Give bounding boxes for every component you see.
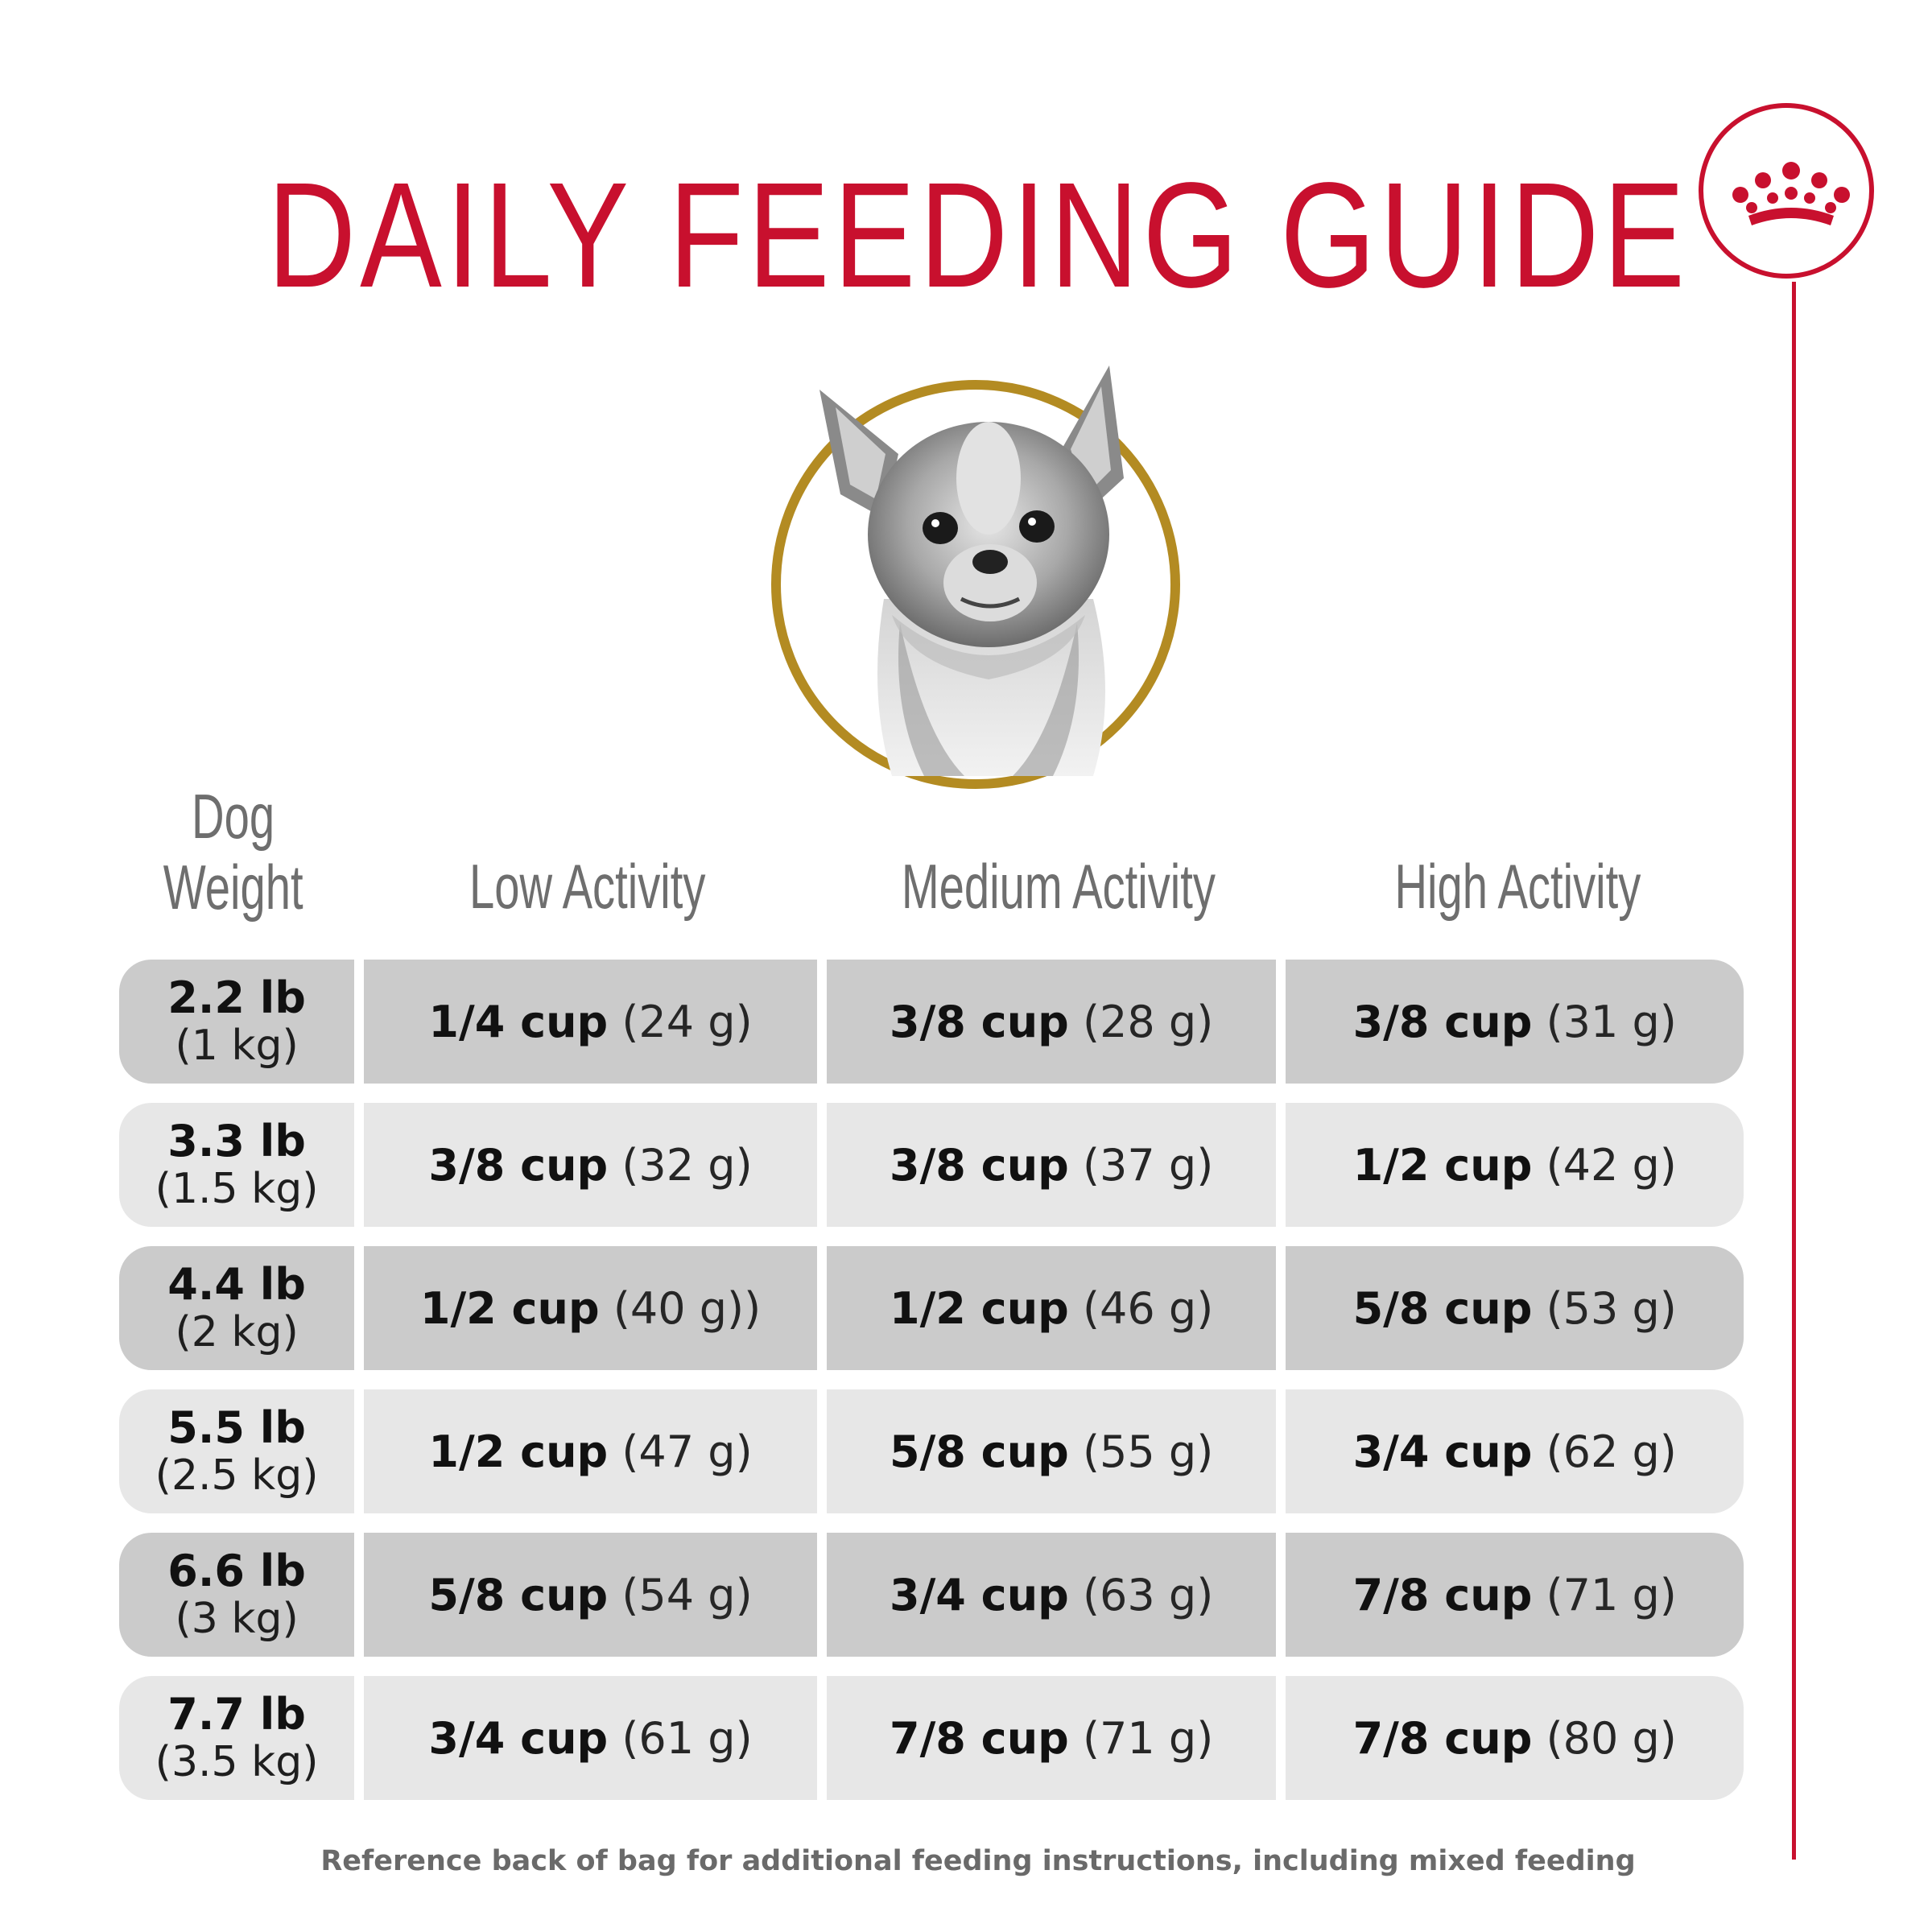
gram-amount: (46 g) xyxy=(1082,1282,1214,1334)
weight-cell: 5.5 lb (2.5 kg) xyxy=(119,1389,355,1513)
gram-amount: (80 g) xyxy=(1546,1712,1677,1764)
brand-logo xyxy=(1699,103,1874,279)
cup-amount: 3/8 cup xyxy=(1352,996,1533,1047)
low-activity-cell: 1/2 cup (40 g)) xyxy=(364,1246,817,1370)
cup-amount: 5/8 cup xyxy=(428,1569,609,1620)
cup-amount: 5/8 cup xyxy=(1352,1282,1533,1334)
table-row: 5.5 lb (2.5 kg) 1/2 cup (47 g) 5/8 cup (… xyxy=(119,1389,1744,1513)
cup-amount: 3/4 cup xyxy=(890,1569,1069,1620)
gram-amount: (42 g) xyxy=(1546,1139,1677,1191)
gram-amount: (63 g) xyxy=(1082,1569,1214,1620)
header-high-activity: High Activity xyxy=(1394,851,1641,922)
weight-kg: (1 kg) xyxy=(175,1022,299,1070)
gram-amount: (28 g) xyxy=(1082,996,1214,1047)
high-activity-cell: 7/8 cup (71 g) xyxy=(1286,1533,1744,1657)
gram-amount: (31 g) xyxy=(1546,996,1677,1047)
high-activity-cell: 5/8 cup (53 g) xyxy=(1286,1246,1744,1370)
table-row: 4.4 lb (2 kg) 1/2 cup (40 g)) 1/2 cup (4… xyxy=(119,1246,1744,1370)
gram-amount: (32 g) xyxy=(621,1139,753,1191)
gram-amount: (71 g) xyxy=(1546,1569,1677,1620)
high-activity-cell: 1/2 cup (42 g) xyxy=(1286,1103,1744,1227)
cup-amount: 3/8 cup xyxy=(428,1139,609,1191)
feeding-table: 2.2 lb (1 kg) 1/4 cup (24 g) 3/8 cup (28… xyxy=(119,960,1744,1800)
weight-cell: 7.7 lb (3.5 kg) xyxy=(119,1676,355,1800)
medium-activity-cell: 3/4 cup (63 g) xyxy=(826,1533,1277,1657)
header-medium-activity: Medium Activity xyxy=(901,851,1216,922)
chihuahua-portrait xyxy=(771,365,1180,789)
weight-kg: (3.5 kg) xyxy=(155,1738,319,1786)
cup-amount: 1/2 cup xyxy=(1352,1139,1533,1191)
gram-amount: (71 g) xyxy=(1082,1712,1214,1764)
weight-lb: 4.4 lb xyxy=(167,1259,306,1310)
weight-lb: 7.7 lb xyxy=(167,1689,306,1740)
medium-activity-cell: 3/8 cup (28 g) xyxy=(826,960,1277,1084)
cup-amount: 3/8 cup xyxy=(890,1139,1069,1191)
weight-lb: 5.5 lb xyxy=(167,1402,306,1453)
weight-cell: 6.6 lb (3 kg) xyxy=(119,1533,355,1657)
medium-activity-cell: 1/2 cup (46 g) xyxy=(826,1246,1277,1370)
high-activity-cell: 3/4 cup (62 g) xyxy=(1286,1389,1744,1513)
gram-amount: (37 g) xyxy=(1082,1139,1214,1191)
cup-amount: 1/2 cup xyxy=(890,1282,1069,1334)
crown-icon xyxy=(1732,162,1850,225)
cup-amount: 3/8 cup xyxy=(890,996,1069,1047)
page-title: DAILY FEEDING GUIDE xyxy=(267,152,1689,319)
weight-lb: 2.2 lb xyxy=(167,972,306,1023)
gram-amount: (24 g) xyxy=(621,996,753,1047)
weight-lb: 6.6 lb xyxy=(167,1546,306,1596)
medium-activity-cell: 7/8 cup (71 g) xyxy=(826,1676,1277,1800)
cup-amount: 3/4 cup xyxy=(1352,1426,1533,1477)
weight-kg: (2.5 kg) xyxy=(155,1451,319,1500)
medium-activity-cell: 3/8 cup (37 g) xyxy=(826,1103,1277,1227)
high-activity-cell: 7/8 cup (80 g) xyxy=(1286,1676,1744,1800)
dog-illustration xyxy=(819,365,1124,776)
high-activity-cell: 3/8 cup (31 g) xyxy=(1286,960,1744,1084)
gram-amount: (62 g) xyxy=(1546,1426,1677,1477)
header-low-activity: Low Activity xyxy=(469,851,706,922)
cup-amount: 7/8 cup xyxy=(890,1712,1069,1764)
gram-amount: (55 g) xyxy=(1082,1426,1214,1477)
cup-amount: 1/2 cup xyxy=(428,1426,609,1477)
table-row: 2.2 lb (1 kg) 1/4 cup (24 g) 3/8 cup (28… xyxy=(119,960,1744,1084)
weight-cell: 4.4 lb (2 kg) xyxy=(119,1246,355,1370)
header-dog-weight-line1: Dog xyxy=(192,781,275,852)
low-activity-cell: 1/2 cup (47 g) xyxy=(364,1389,817,1513)
weight-kg: (1.5 kg) xyxy=(155,1165,319,1213)
weight-cell: 2.2 lb (1 kg) xyxy=(119,960,355,1084)
weight-lb: 3.3 lb xyxy=(167,1116,306,1166)
table-row: 6.6 lb (3 kg) 5/8 cup (54 g) 3/4 cup (63… xyxy=(119,1533,1744,1657)
gram-amount: (47 g) xyxy=(621,1426,753,1477)
weight-cell: 3.3 lb (1.5 kg) xyxy=(119,1103,355,1227)
medium-activity-cell: 5/8 cup (55 g) xyxy=(826,1389,1277,1513)
gram-amount: (53 g) xyxy=(1546,1282,1677,1334)
low-activity-cell: 3/8 cup (32 g) xyxy=(364,1103,817,1227)
gram-amount: (61 g) xyxy=(621,1712,753,1764)
brand-divider-line xyxy=(1792,282,1796,1860)
low-activity-cell: 1/4 cup (24 g) xyxy=(364,960,817,1084)
cup-amount: 3/4 cup xyxy=(428,1712,609,1764)
gram-amount: (40 g)) xyxy=(613,1282,762,1334)
low-activity-cell: 3/4 cup (61 g) xyxy=(364,1676,817,1800)
cup-amount: 7/8 cup xyxy=(1352,1712,1533,1764)
table-row: 3.3 lb (1.5 kg) 3/8 cup (32 g) 3/8 cup (… xyxy=(119,1103,1744,1227)
footer-note: Reference back of bag for additional fee… xyxy=(320,1845,1636,1877)
header-dog-weight-line2: Weight xyxy=(163,852,303,923)
gram-amount: (54 g) xyxy=(621,1569,753,1620)
low-activity-cell: 5/8 cup (54 g) xyxy=(364,1533,817,1657)
cup-amount: 5/8 cup xyxy=(890,1426,1069,1477)
header-dog-weight: Dog Weight xyxy=(113,781,354,923)
cup-amount: 1/2 cup xyxy=(419,1282,600,1334)
weight-kg: (3 kg) xyxy=(175,1595,299,1643)
weight-kg: (2 kg) xyxy=(175,1308,299,1356)
cup-amount: 1/4 cup xyxy=(428,996,609,1047)
cup-amount: 7/8 cup xyxy=(1352,1569,1533,1620)
table-row: 7.7 lb (3.5 kg) 3/4 cup (61 g) 7/8 cup (… xyxy=(119,1676,1744,1800)
